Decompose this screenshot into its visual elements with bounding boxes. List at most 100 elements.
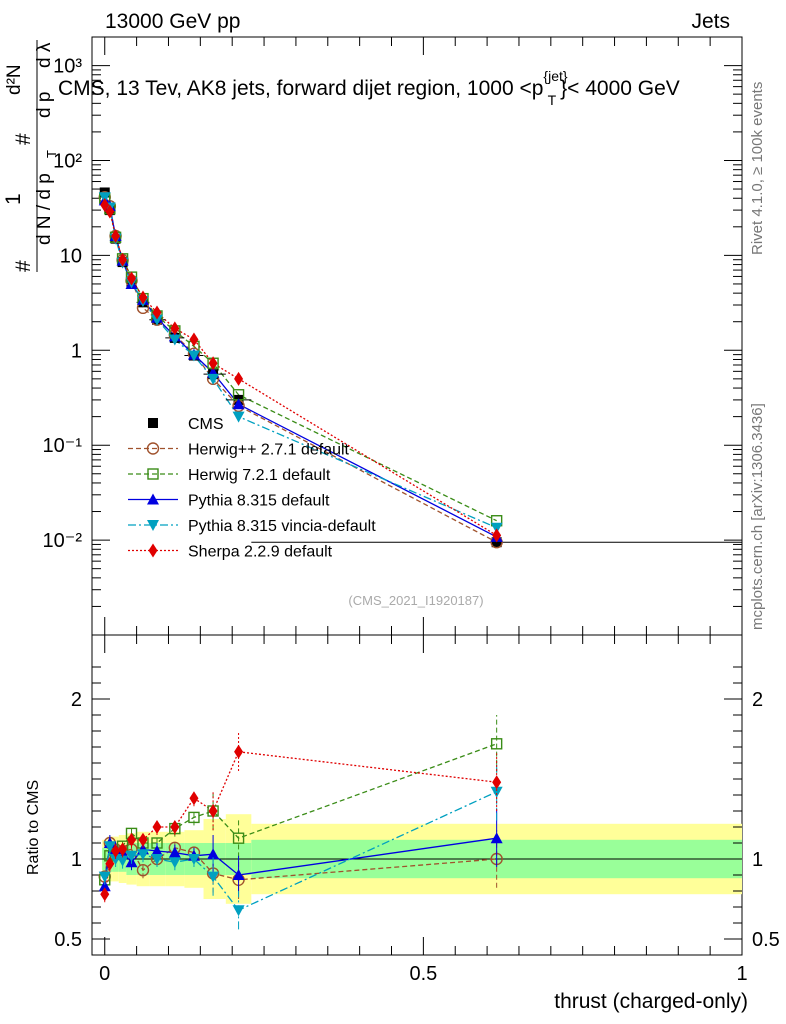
pythia-8-315-default-ratio-point [490,832,503,844]
pythia-8-315-vincia-default-ratio-point [490,786,503,798]
pythia-8-315-vincia-default-ratio-point [168,857,181,869]
ylabel-dpt: d p [34,92,55,118]
main-y-tick-label: 10 [60,245,82,267]
pythia-8-315-vincia-default-point [207,373,220,385]
ratio-y-tick-label-right: 0.5 [752,929,780,951]
legend-label-pythia-8-315-default: Pythia 8.315 default [188,493,330,510]
legend-label-cms: CMS [188,416,224,433]
pythia-8-315-vincia-default-ratio-point [232,905,245,917]
ratio-y-tick-label: 1 [71,849,82,871]
sherpa-2-2-9-default-ratio-point [105,856,115,871]
legend-marker-pythia-8-315-default [147,493,159,505]
sherpa-2-2-9-default-ratio-point [100,887,110,902]
legend-marker-pythia-8-315-vincia-default [147,520,159,531]
main-y-tick-label: 10² [53,150,82,172]
sherpa-2-2-9-default-point [189,332,199,347]
pythia-8-315-vincia-default-ratio-point [116,855,129,867]
legend-label-pythia-8-315-vincia-default: Pythia 8.315 vincia-default [188,518,376,535]
sherpa-2-2-9-default-ratio-point [118,842,128,857]
legend-marker-herwig-7-2-1-default [147,468,159,480]
herwig-2-7-1-default-ratio-point [136,864,150,877]
pythia-8-315-vincia-default-ratio-point [103,841,116,853]
ylabel-hash: # [12,260,35,272]
ylabel-hash2: # [12,133,35,145]
ratio-y-tick-label: 0.5 [54,929,82,951]
sherpa-2-2-9-default-line [104,204,497,536]
pythia-8-315-default-ratio-point [151,845,163,856]
sherpa-2-2-9-default-ratio-point [208,804,218,818]
sherpa-2-2-9-default-point [118,252,128,267]
legend-marker-sherpa-2-2-9-default [148,543,158,558]
pythia-8-315-vincia-default-ratio-point [187,854,200,865]
sherpa-2-2-9-default-point [111,229,121,244]
main-y-tick-label: 10⁻² [43,530,83,552]
legend-label-herwig-7-2-1-default: Herwig 7.2.1 default [188,467,331,484]
pythia-8-315-vincia-default-ratio-point [136,849,149,861]
ylabel-d2n: d²N [4,64,25,95]
pythia-8-315-vincia-default-point [151,314,163,326]
title-end: }< 4000 GeV [560,77,680,100]
pythia-8-315-vincia-default-point [187,350,200,362]
pythia-8-315-vincia-default-point [168,334,181,346]
sherpa-2-2-9-default-point [100,197,110,212]
sherpa-2-2-9-default-point [105,204,115,219]
ratio-y-tick-label-right: 1 [752,849,763,871]
header-right: Jets [691,10,730,33]
pythia-8-315-vincia-default-point [490,522,503,534]
ylabel-dl: d λ [34,42,55,68]
legend: CMS Herwig++ 2.7.1 default Herwig 7.2.1 de… [128,416,376,561]
ylabel-dn: d N / d p [34,173,55,245]
pythia-8-315-default-point [232,398,245,410]
ratio-y-axis-label: Ratio to CMS [25,780,42,875]
x-tick-label: 0.5 [409,963,437,985]
pythia-8-315-vincia-default-ratio-point [207,871,220,883]
title-superscript: {jet} [543,68,567,84]
ratio-y-tick-label-right: 2 [752,689,763,711]
pythia-8-315-vincia-default-ratio-line [104,791,497,912]
pythia-8-315-default-ratio-point [207,848,220,860]
x-tick-label: 1 [736,963,747,985]
legend-label-herwig-2-7-1-default: Herwig++ 2.7.1 default [188,442,350,459]
ylabel-one: 1 [2,193,25,205]
x-tick-label: 0 [99,963,110,985]
sherpa-2-2-9-default-point [170,321,180,336]
main-y-tick-label: 10⁻¹ [43,435,83,457]
ratio-frame [91,634,743,956]
herwig-7-2-1-default-ratio-point [232,832,245,844]
sherpa-2-2-9-default-point [152,305,162,320]
sherpa-2-2-9-default-point [492,528,502,543]
sherpa-2-2-9-default-ratio-point [492,775,502,790]
title-subscript: T [548,92,557,108]
main-y-tick-label: 10³ [53,56,82,78]
pythia-8-315-vincia-default-point [98,192,111,204]
pythia-8-315-vincia-default-point [232,411,245,423]
sherpa-2-2-9-default-ratio-point [189,791,199,806]
x-axis-label: thrust (charged-only) [554,990,748,1013]
pythia-8-315-default-ratio-point [98,880,111,892]
sherpa-2-2-9-default-ratio-point [138,832,148,847]
series-markers [98,187,742,930]
sherpa-2-2-9-default-ratio-point [111,844,121,858]
pythia-8-315-vincia-default-ratio-point [98,871,111,883]
sherpa-2-2-9-default-point [138,290,148,305]
sherpa-2-2-9-default-point [234,371,244,386]
herwig-7-2-1-default-ratio-point [188,811,200,824]
pythia-8-315-default-line [104,199,497,538]
sherpa-2-2-9-default-point [208,356,218,371]
main-y-tick-label: 1 [71,340,82,362]
legend-marker-cms [148,418,158,428]
sherpa-2-2-9-default-ratio-point [127,832,137,847]
ratio-y-tick-label: 2 [71,689,82,711]
rivet-version-label: Rivet 4.1.0, ≥ 100k events [749,82,766,255]
pythia-8-315-vincia-default-ratio-point [151,854,163,865]
sherpa-2-2-9-default-point [127,271,137,286]
pythia-8-315-vincia-default-ratio-point [125,850,138,862]
main-y-axis-label: # 1 d N / d p T # d²N d p d λ [2,40,59,272]
sherpa-2-2-9-default-ratio-point [234,744,244,759]
header-left: 13000 GeV pp [105,10,240,33]
sherpa-2-2-9-default-ratio-point [152,820,162,834]
herwig-2-7-1-default-line [104,196,497,543]
legend-label-sherpa-2-2-9-default: Sherpa 2.2.9 default [188,544,333,561]
